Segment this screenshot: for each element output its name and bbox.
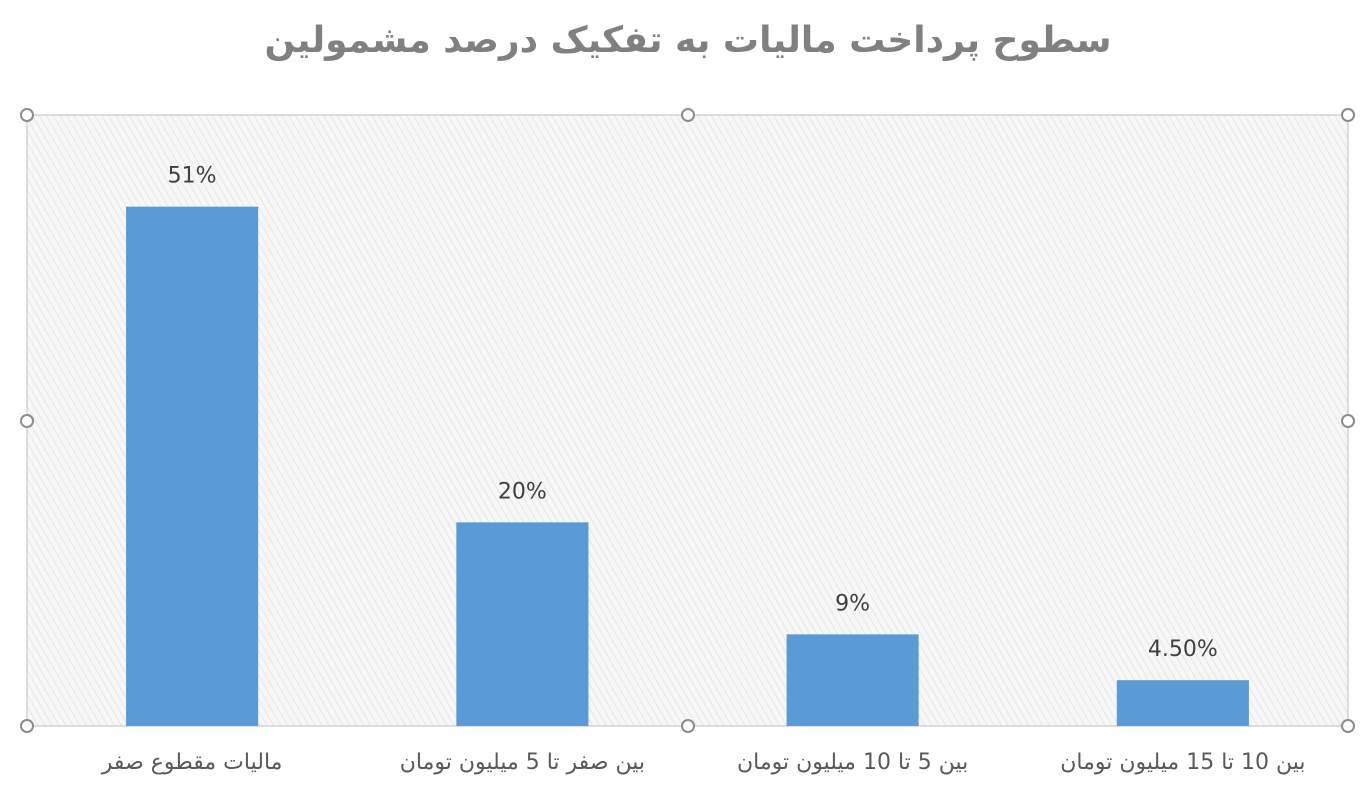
- selection-handles: [20, 108, 1355, 733]
- data-label: 4.50%: [1148, 637, 1218, 662]
- bar: [126, 206, 259, 726]
- x-tick-label: مالیات مقطوع صفر: [101, 750, 283, 775]
- bar: [456, 522, 589, 726]
- data-label: 51%: [168, 164, 217, 189]
- x-tick-label: بین 10 تا 15 میلیون تومان: [1060, 750, 1305, 775]
- bar: [1116, 680, 1249, 726]
- bar: [786, 634, 919, 726]
- data-label: 20%: [498, 479, 547, 504]
- x-tick-label: بین 5 تا 10 میلیون تومان: [737, 750, 968, 775]
- data-label: 9%: [835, 591, 870, 616]
- chart-title: سطوح پرداخت مالیات به تفکیک درصد مشمولین: [265, 20, 1112, 61]
- x-tick-label: بین صفر تا 5 میلیون تومان: [400, 750, 645, 775]
